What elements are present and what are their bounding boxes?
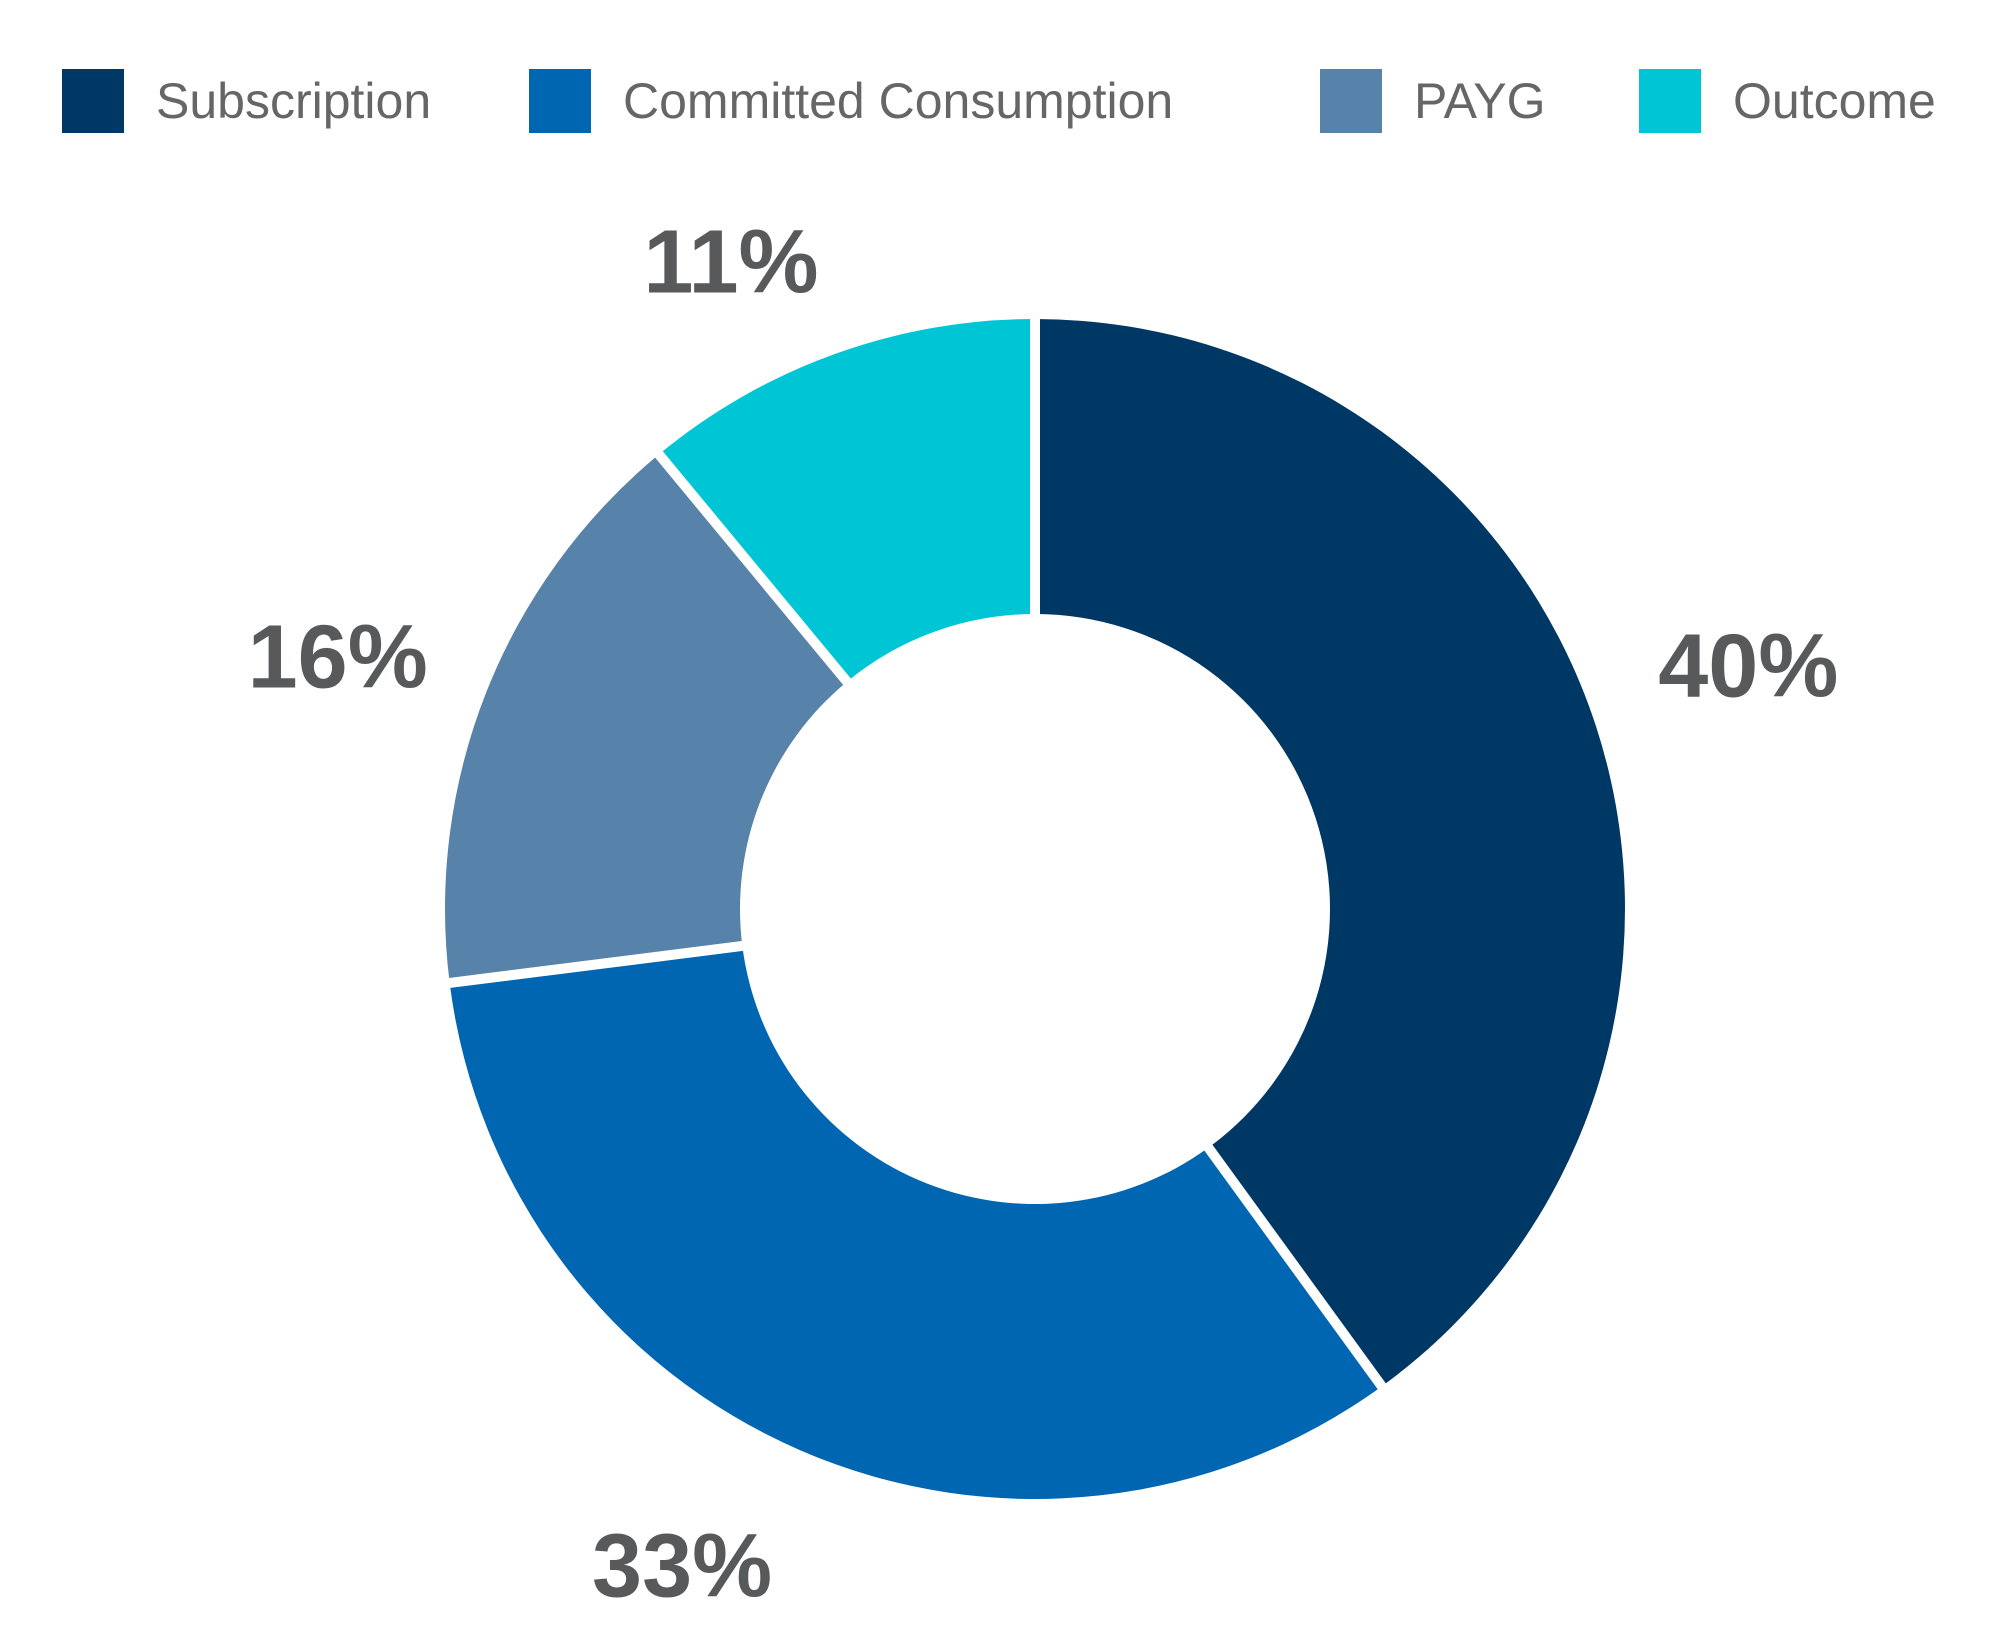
legend-swatch-icon-outcome xyxy=(1639,69,1701,133)
legend-label-committed-consumption: Committed Consumption xyxy=(623,73,1174,129)
legend-item-outcome: Outcome xyxy=(1639,69,1936,133)
donut-slice-outcome xyxy=(658,319,1035,682)
legend-label-outcome: Outcome xyxy=(1733,73,1936,129)
legend-label-payg: PAYG xyxy=(1414,73,1546,129)
donut-slice-committed-consumption xyxy=(449,945,1382,1499)
legend-label-subscription: Subscription xyxy=(156,73,432,129)
donut-slice-payg xyxy=(444,454,847,983)
legend: Subscription Committed Consumption PAYG Out… xyxy=(0,0,2000,170)
legend-swatch-icon-payg xyxy=(1320,69,1382,133)
slice-separator xyxy=(649,445,856,692)
slice-separator xyxy=(1199,1138,1391,1396)
legend-item-subscription: Subscription xyxy=(62,69,431,133)
donut-slice-subscription xyxy=(1035,319,1626,1387)
legend-item-payg: PAYG xyxy=(1320,69,1546,133)
legend-swatch-icon-subscription xyxy=(62,69,124,133)
slice-separator xyxy=(441,940,751,989)
legend-swatch-icon-committed-consumption xyxy=(529,69,591,133)
legend-item-committed-consumption: Committed Consumption xyxy=(529,69,1173,133)
